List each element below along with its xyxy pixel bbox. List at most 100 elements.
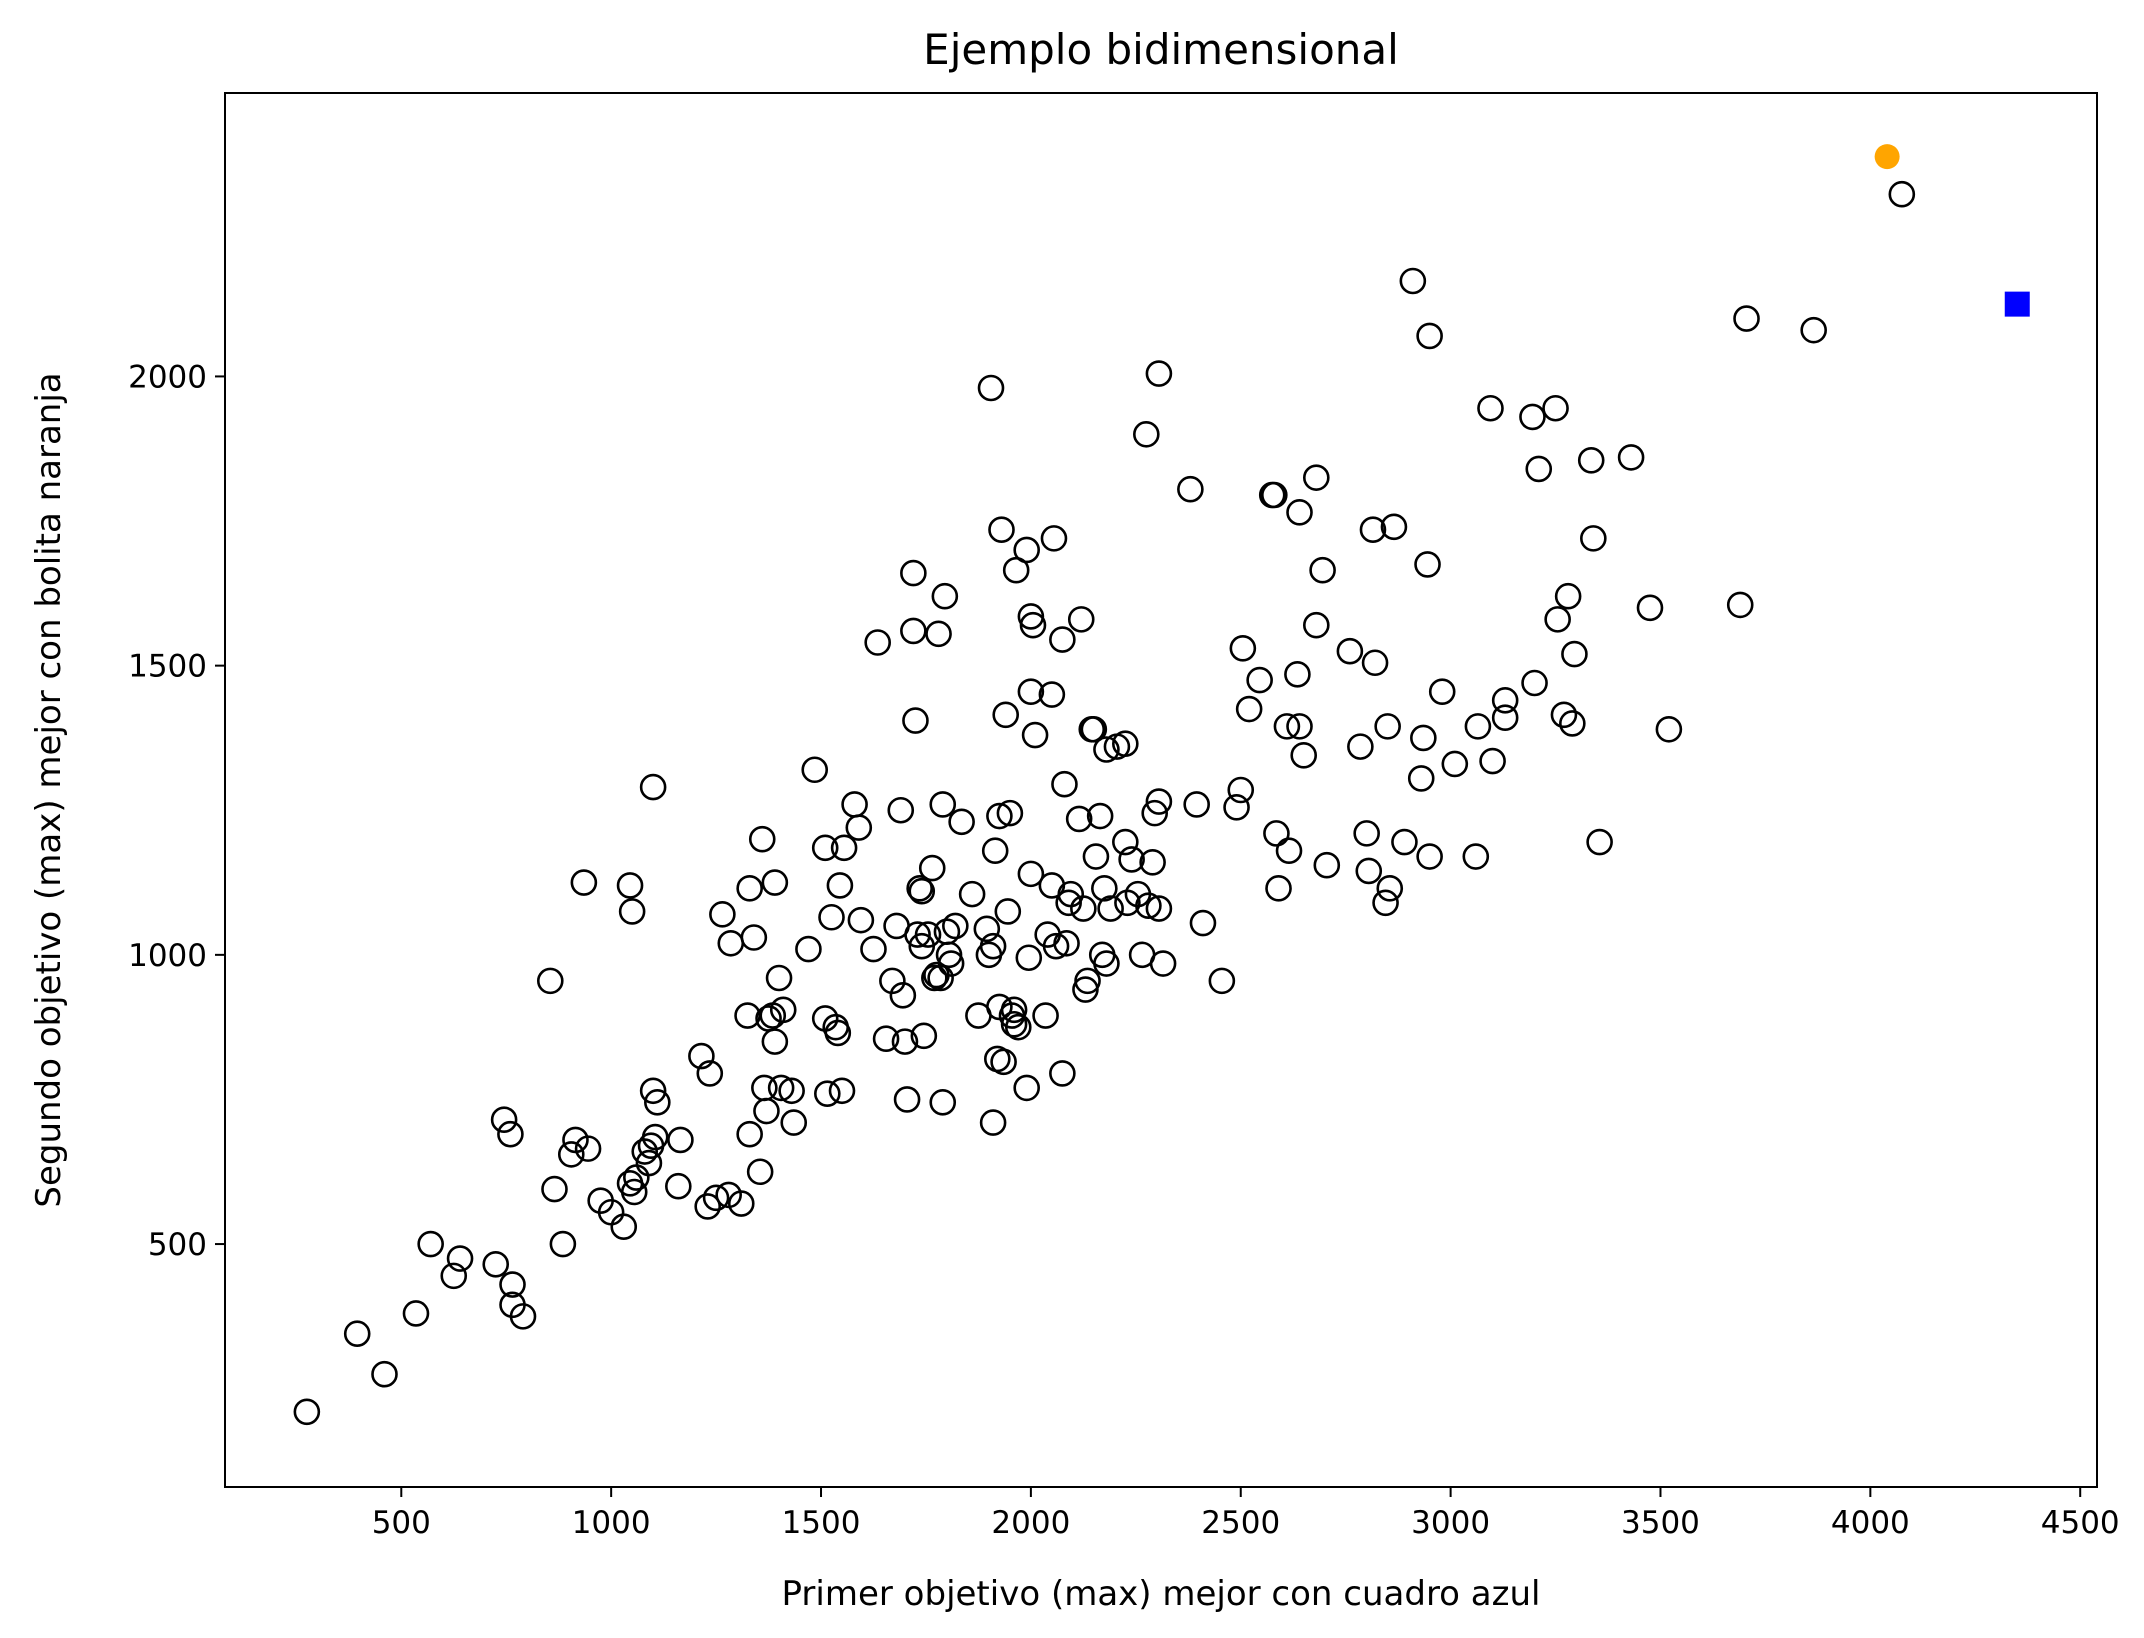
data-point: [1183, 791, 1210, 818]
plot-area: [224, 92, 2098, 1488]
data-point: [1227, 776, 1255, 804]
data-point: [1091, 875, 1118, 902]
data-point: [979, 1109, 1007, 1136]
data-point: [1586, 828, 1613, 856]
data-points: [293, 144, 2030, 1426]
data-point: [1038, 681, 1066, 708]
data-point: [1065, 805, 1093, 833]
data-point: [904, 921, 931, 948]
data-point: [574, 1135, 602, 1162]
data-point: [958, 880, 986, 908]
data-point: [929, 1089, 957, 1116]
data-point: [1347, 733, 1374, 760]
data-point: [740, 924, 768, 951]
data-point: [973, 915, 1001, 943]
data-point: [1353, 820, 1380, 847]
data-point: [748, 825, 776, 853]
data-point: [948, 808, 975, 836]
data-point: [1261, 481, 1288, 509]
data-point: [1336, 637, 1364, 665]
data-point: [665, 1172, 692, 1200]
data-point: [1376, 875, 1404, 902]
data-point: [402, 1300, 430, 1327]
data-point: [557, 1141, 585, 1168]
data-point: [908, 877, 936, 905]
data-point: [811, 834, 839, 862]
data-point: [1733, 305, 1760, 332]
data-point: [1070, 895, 1097, 922]
data-point: [688, 1042, 715, 1070]
data-point: [780, 1109, 808, 1136]
data-point: [1049, 1060, 1076, 1087]
data-point: [497, 1120, 524, 1148]
data-point: [1286, 713, 1313, 740]
data-point: [1380, 513, 1408, 541]
data-point: [639, 773, 667, 801]
x-tick-label: 2000: [991, 1505, 1070, 1541]
data-point: [1464, 713, 1492, 740]
data-point: [1229, 634, 1257, 662]
data-point: [1286, 499, 1313, 526]
data-point: [1416, 322, 1443, 350]
data-point: [694, 1193, 721, 1220]
data-point: [549, 1230, 577, 1258]
x-axis-ticks: 500 1000 1500 2000 2500 3000 3500 4000 4500: [372, 1487, 2120, 1541]
data-point: [570, 869, 598, 896]
data-point: [1800, 316, 1827, 344]
y-axis-label: Segundo objetivo (max) mejor con bolita …: [29, 372, 69, 1207]
data-point: [990, 1048, 1017, 1076]
data-point: [1074, 967, 1101, 995]
data-point: [536, 967, 564, 995]
data-point: [994, 898, 1022, 925]
data-point: [1374, 713, 1401, 740]
data-point: [1002, 556, 1030, 584]
data-point: [925, 620, 952, 648]
data-point: [1407, 765, 1435, 792]
data-point: [667, 1126, 694, 1154]
data-point: [828, 1077, 856, 1105]
data-point: [778, 1077, 805, 1105]
data-point: [847, 906, 875, 934]
data-point: [746, 1158, 774, 1186]
data-point: [893, 1086, 921, 1113]
data-point: [1655, 715, 1683, 743]
data-point: [696, 1060, 724, 1087]
data-point: [1040, 525, 1068, 552]
data-point: [753, 1097, 780, 1125]
data-point: [1577, 446, 1605, 474]
y-tick-label: 2000: [128, 359, 207, 395]
y-tick-label: 1000: [128, 938, 207, 974]
data-point: [1019, 611, 1047, 639]
data-point: [1000, 1010, 1028, 1038]
data-point: [1086, 802, 1114, 830]
data-point: [499, 1271, 526, 1298]
data-point: [1355, 857, 1383, 885]
data-point: [635, 1149, 663, 1177]
data-point: [1521, 669, 1548, 697]
data-point: [1135, 892, 1162, 919]
x-tick-label: 4000: [1831, 1505, 1910, 1541]
data-point: [736, 875, 763, 902]
data-point: [1017, 860, 1045, 888]
data-point: [765, 964, 793, 992]
data-point: [1561, 640, 1588, 668]
data-point: [1479, 747, 1506, 775]
data-point: [1082, 843, 1110, 870]
data-point: [417, 1230, 444, 1258]
data-point: [1372, 889, 1399, 917]
data-point: [979, 932, 1007, 960]
data-point: [761, 1028, 789, 1055]
data-point: [1004, 1013, 1032, 1041]
data-point: [1428, 678, 1456, 705]
data-point: [900, 559, 927, 587]
data-point: [490, 1106, 518, 1134]
data-point: [1554, 582, 1582, 610]
data-point: [891, 1028, 919, 1055]
plot-frame: [224, 92, 2098, 1488]
data-point: [1112, 730, 1139, 758]
data-point: [841, 791, 868, 818]
data-point: [1544, 606, 1571, 633]
data-point: [1284, 661, 1311, 688]
data-point: [1414, 551, 1441, 578]
